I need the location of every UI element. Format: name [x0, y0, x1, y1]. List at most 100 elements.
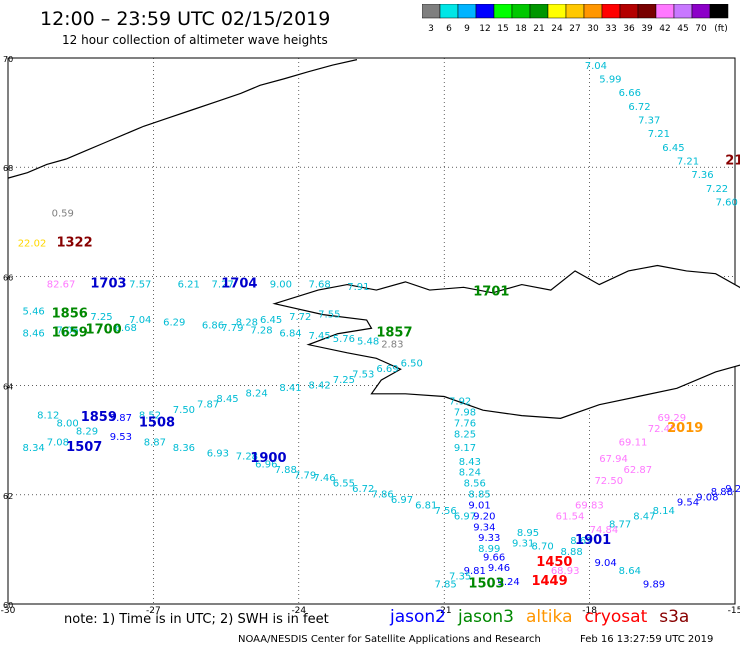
pass-time-label: 1704 — [221, 276, 257, 291]
color-legend: 3 6 9 12 15 18 21 24 27 30 33 36 39 42 45 70 (ft) — [422, 4, 729, 34]
wave-height-label: 8.69 — [570, 536, 592, 547]
wave-height-label: 6.97 — [454, 511, 476, 522]
wave-height-label: 5.48 — [357, 337, 379, 348]
legend-tick: 6 — [446, 24, 452, 34]
pass-time-label: 1856 — [52, 306, 88, 321]
legend-tick: 15 — [497, 24, 508, 34]
legend-tick: (ft) — [714, 24, 728, 34]
wave-height-label: 7.88 — [275, 465, 297, 476]
wave-height-label: 8.25 — [454, 429, 476, 440]
wave-height-label: 8.77 — [609, 520, 631, 531]
wave-height-label: 7.22 — [706, 184, 728, 195]
pass-time-label: 1703 — [90, 276, 126, 291]
wave-height-label: 8.42 — [308, 380, 330, 391]
wave-height-label: 6.81 — [415, 500, 437, 511]
wave-height-label: 8.99 — [478, 544, 500, 555]
map-subtitle: 12 hour collection of altimeter wave hei… — [62, 33, 328, 47]
lat-label: 64 — [3, 383, 13, 392]
wave-height-label: 72.45 — [648, 424, 677, 435]
wave-height-label: 7.28 — [250, 326, 272, 337]
lon-label: -24 — [291, 606, 306, 616]
wave-height-label: 7.53 — [352, 369, 374, 380]
wave-height-label: 5.46 — [23, 307, 45, 318]
wave-height-label: 7.76 — [454, 419, 476, 430]
wave-height-label: 8.95 — [517, 528, 539, 539]
satellite-name: jason2 — [390, 607, 446, 627]
wave-height-label: 9.17 — [454, 443, 476, 454]
legend-tick: 30 — [587, 24, 599, 34]
wave-height-label: 8.47 — [633, 511, 655, 522]
wave-height-label: 7.60 — [716, 197, 738, 208]
wave-height-label: 7.46 — [313, 473, 335, 484]
wave-height-label: 6.21 — [178, 279, 200, 290]
wave-height-label: 7.37 — [638, 116, 660, 127]
wave-height-label: 6.69 — [376, 364, 398, 375]
wave-height-label: 6.50 — [401, 358, 423, 369]
wave-height-label: 69.11 — [619, 438, 648, 449]
wave-height-label: 9.20 — [473, 511, 495, 522]
wave-height-label: 6.45 — [260, 315, 282, 326]
wave-height-label: 72.50 — [594, 476, 623, 487]
wave-height-label: 61.54 — [556, 511, 585, 522]
wave-height-label: 8.24 — [245, 389, 267, 400]
legend-tick: 70 — [695, 24, 707, 34]
pass-time-label: 1508 — [139, 416, 175, 431]
legend-tick: 21 — [533, 24, 544, 34]
wave-height-label: 2.83 — [381, 339, 403, 350]
lat-label: 62 — [3, 492, 13, 501]
wave-height-label: 8.88 — [711, 487, 733, 498]
legend-tick: 33 — [605, 24, 616, 34]
wave-height-label: 7.28 — [236, 451, 258, 462]
legend-swatch — [709, 4, 729, 19]
wave-height-label: 9.34 — [473, 522, 495, 533]
wave-height-label: 7.56 — [435, 506, 457, 517]
legend-tick: 39 — [641, 24, 653, 34]
legend-tick: 3 — [428, 24, 434, 34]
wave-height-label: 9.33 — [478, 533, 500, 544]
wave-height-label: 9.66 — [483, 552, 505, 563]
wave-height-label: 82.67 — [47, 279, 76, 290]
wave-height-label: 8.36 — [173, 443, 195, 454]
wave-height-label: 68.93 — [551, 566, 580, 577]
wave-height-label: 7.91 — [347, 282, 369, 293]
wave-height-label: 7.72 — [289, 312, 311, 323]
wave-height-label: 8.29 — [76, 427, 98, 438]
wave-height-label: 8.24 — [459, 468, 481, 479]
wave-height-label: 7.68 — [308, 279, 330, 290]
wave-height-label: 7.21 — [677, 156, 699, 167]
satellite-name: s3a — [659, 607, 690, 627]
wave-height-label: 7.35 — [449, 571, 471, 582]
wave-height-label: 9.08 — [696, 492, 718, 503]
iceland-coastline — [272, 264, 740, 419]
wave-height-label: 9.27 — [725, 484, 740, 495]
legend-tick: 27 — [569, 24, 580, 34]
wave-height-label: 6.66 — [619, 88, 641, 99]
wave-height-label: 6.72 — [628, 102, 650, 113]
pass-time-label: 1449 — [531, 574, 567, 589]
wave-height-label: 8.87 — [144, 438, 166, 449]
pass-time-label: 1859 — [81, 410, 117, 425]
wave-height-label: 74.84 — [590, 525, 619, 536]
greenland-coastline — [7, 59, 358, 179]
wave-height-label: 7.04 — [129, 315, 151, 326]
wave-height-label: 9.01 — [468, 500, 490, 511]
wave-height-label: 7.45 — [308, 331, 330, 342]
wave-height-label: 7.50 — [173, 405, 195, 416]
legend-tick: 24 — [551, 24, 563, 34]
legend-tick: 12 — [479, 24, 490, 34]
lon-label: -15 — [728, 606, 740, 616]
wave-height-label: 9.04 — [594, 558, 616, 569]
pass-time-label: 1857 — [376, 325, 412, 340]
wave-height-label: 7.25 — [333, 375, 355, 386]
wave-height-label: 8.43 — [459, 457, 481, 468]
wave-height-label: 69.83 — [575, 500, 604, 511]
wave-height-label: 62.87 — [624, 465, 653, 476]
lon-label: -18 — [582, 606, 597, 616]
satellite-name: altika — [526, 607, 573, 627]
wave-height-label: 7.79 — [221, 323, 243, 334]
wave-height-label: 5.99 — [599, 75, 621, 86]
wave-height-label: 8.88 — [561, 547, 583, 558]
wave-height-label: 7.87 — [197, 399, 219, 410]
pass-time-label: 1450 — [536, 555, 572, 570]
lon-label: -30 — [1, 606, 16, 616]
